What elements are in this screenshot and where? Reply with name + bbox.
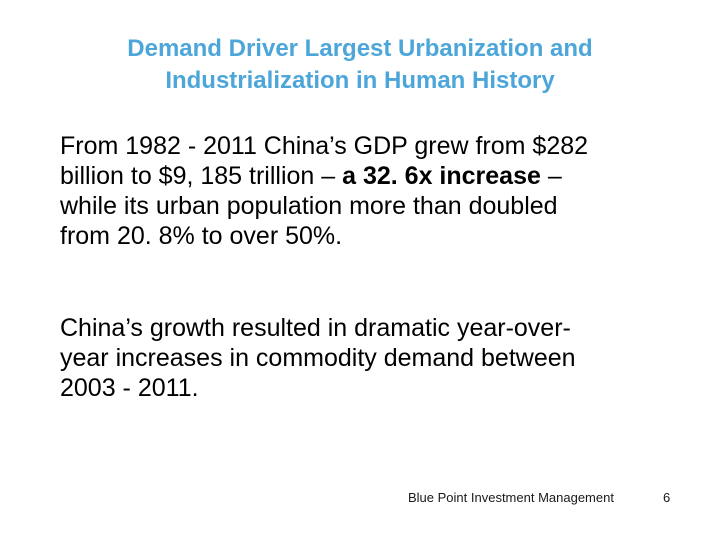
paragraph-text: – xyxy=(540,162,562,190)
slide-title: Demand Driver Largest Urbanization and I… xyxy=(40,33,680,97)
paragraph-commodity-demand: China’s growth resulted in dramatic year… xyxy=(60,313,680,403)
paragraph-text: billion to $9, 185 trillion – xyxy=(60,162,343,190)
paragraph-line: billion to $9, 185 trillion – a 32. 6x i… xyxy=(60,161,680,191)
paragraph-gdp-growth: From 1982 - 2011 China’s GDP grew from $… xyxy=(60,131,680,251)
paragraph-line: from 20. 8% to over 50%. xyxy=(60,222,343,250)
paragraph-line: year increases in commodity demand betwe… xyxy=(60,344,576,372)
title-line-2: Industrialization in Human History xyxy=(165,67,555,94)
paragraph-line: 2003 - 2011. xyxy=(60,374,199,402)
increase-highlight: a 32. 6x increase xyxy=(342,162,541,190)
footer-company-name: Blue Point Investment Management xyxy=(408,490,614,505)
title-line-1: Demand Driver Largest Urbanization and xyxy=(127,35,593,62)
paragraph-line: From 1982 - 2011 China’s GDP grew from $… xyxy=(60,132,589,160)
paragraph-line: China’s growth resulted in dramatic year… xyxy=(60,314,571,342)
paragraph-line: while its urban population more than dou… xyxy=(60,192,558,220)
page-number: 6 xyxy=(663,490,671,505)
